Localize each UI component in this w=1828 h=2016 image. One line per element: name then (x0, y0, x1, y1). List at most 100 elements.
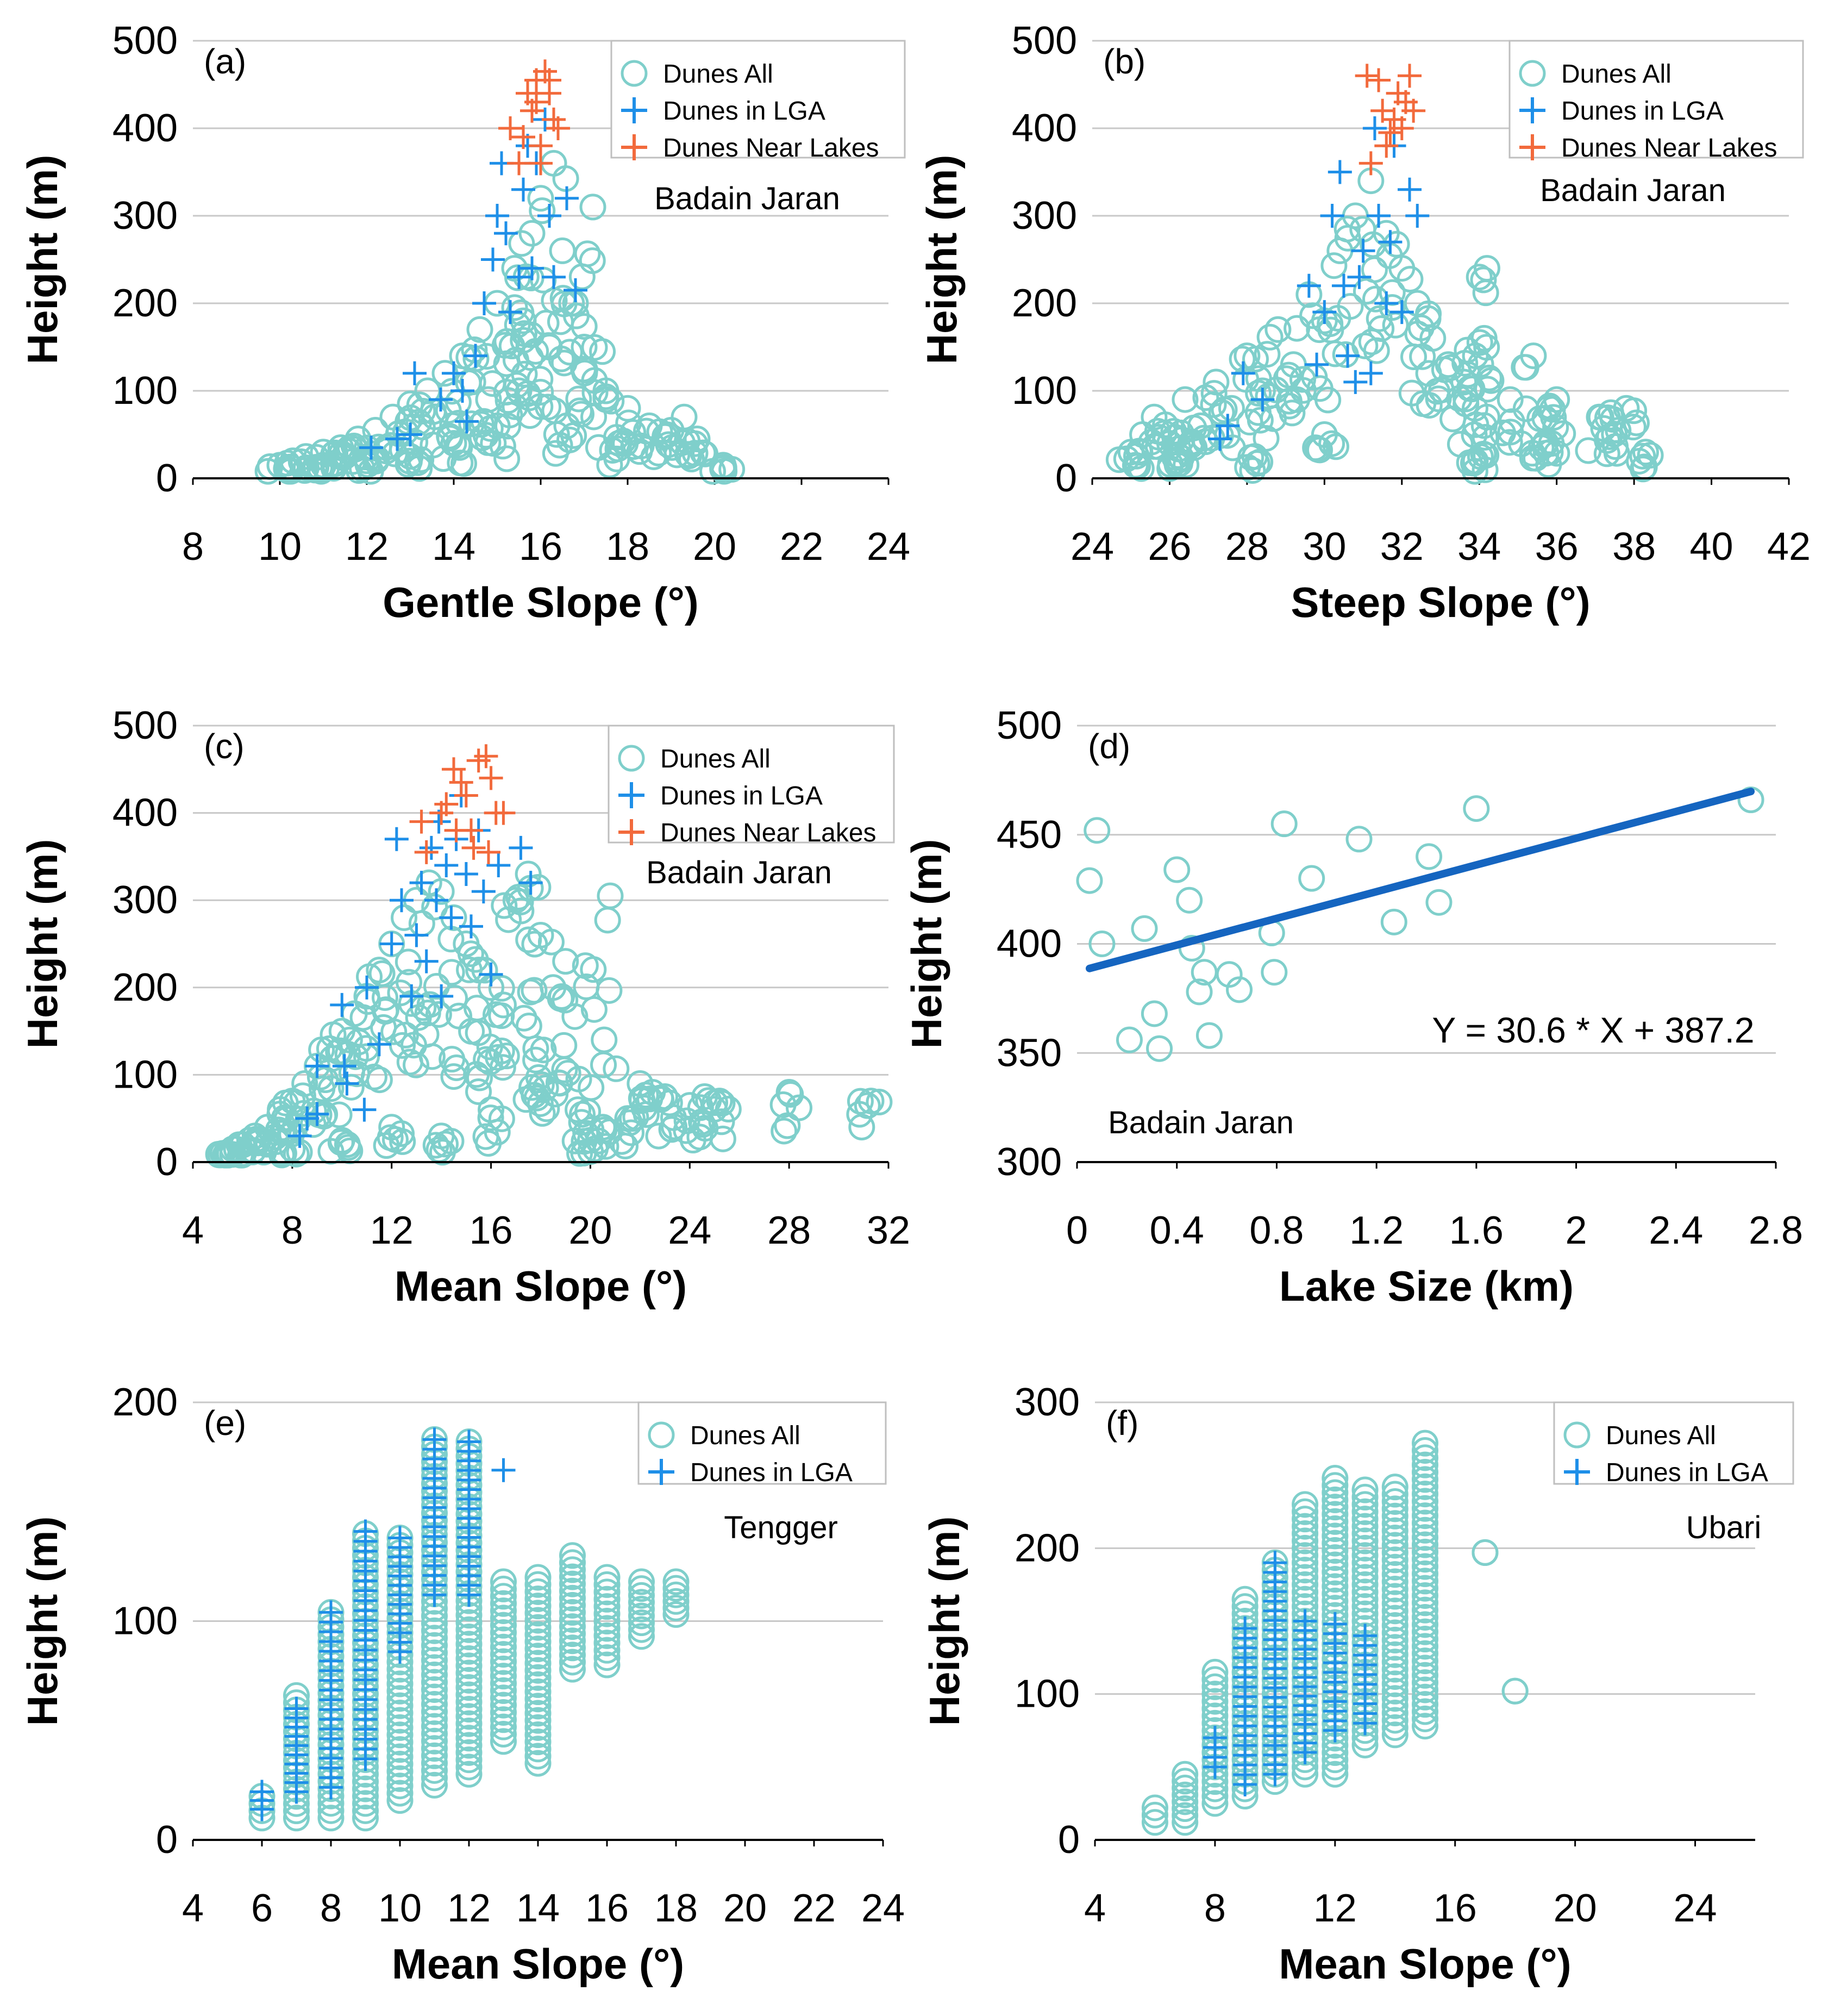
data-point-plus (472, 291, 496, 315)
data-point-circle (1201, 1790, 1229, 1817)
data-point-circle (565, 385, 592, 413)
x-axis-title: Mean Slope (°) (1279, 1940, 1571, 1988)
data-point-circle (1412, 1473, 1438, 1500)
data-point-circle (337, 1073, 365, 1101)
data-point-circle (1470, 266, 1497, 294)
data-point-circle (353, 1043, 380, 1070)
data-point-circle (1351, 1542, 1379, 1569)
data-point-circle (1351, 1593, 1379, 1620)
data-point-circle (1172, 1781, 1199, 1808)
data-point-circle (574, 240, 601, 267)
data-point-plus (459, 914, 483, 939)
data-point-circle (1456, 449, 1483, 476)
x-tick-label: 20 (723, 1887, 767, 1930)
data-point-circle (501, 294, 528, 321)
data-point-plus (355, 975, 379, 1000)
data-point-circle (622, 1103, 649, 1131)
data-point-plus (618, 782, 644, 808)
data-point-plus (1320, 204, 1344, 228)
data-point-plus (284, 1696, 309, 1721)
data-point-plus (509, 835, 533, 860)
data-point-circle (673, 1107, 700, 1134)
data-point-plus (388, 1526, 412, 1550)
data-point-circle (593, 1622, 621, 1649)
data-point-plus (485, 204, 509, 228)
data-point-plus (1367, 68, 1391, 92)
data-point-plus (434, 853, 459, 877)
legend: Dunes All Dunes in LGA (1553, 1401, 1794, 1487)
data-point-circle (559, 1563, 586, 1590)
data-point-circle (661, 1113, 688, 1140)
data-point-plus (1331, 273, 1356, 298)
data-point-circle (490, 991, 517, 1019)
data-point-circle (527, 185, 554, 212)
data-point-circle (1381, 1495, 1408, 1522)
data-point-plus (1355, 64, 1379, 88)
data-point-plus (457, 1430, 481, 1454)
data-point-circle (1264, 316, 1292, 343)
data-point-circle (409, 397, 436, 425)
data-point-circle (565, 1096, 592, 1124)
data-point-circle (490, 1713, 517, 1740)
data-point-circle (1381, 1714, 1408, 1741)
data-point-circle (1381, 1670, 1408, 1697)
data-point-circle (455, 1696, 483, 1723)
data-point-circle (524, 1686, 552, 1713)
region-label: Badain Jaran (654, 181, 840, 216)
y-tick-label: 200 (112, 282, 178, 325)
data-point-circle (1351, 1557, 1379, 1584)
data-point-circle (1322, 1465, 1349, 1492)
data-point-circle (450, 450, 478, 477)
data-point-circle (603, 445, 630, 472)
y-axis-title: Height (m) (921, 1516, 968, 1726)
data-point-circle (593, 1564, 621, 1591)
data-point-circle (455, 1753, 483, 1781)
data-point-circle (421, 1654, 448, 1681)
data-point-circle (579, 247, 606, 274)
data-point-plus (352, 1097, 377, 1122)
data-point-plus (529, 151, 553, 176)
data-point-plus (1389, 116, 1414, 140)
data-point-circle (1381, 1597, 1408, 1625)
data-point-circle (559, 1584, 586, 1612)
data-point-circle (1292, 1549, 1319, 1576)
data-point-circle (687, 1094, 714, 1121)
data-point-circle (1361, 256, 1388, 283)
data-point-circle (386, 1758, 414, 1785)
data-point-circle (1292, 1534, 1319, 1562)
data-point-plus (429, 984, 454, 1008)
data-point-circle (524, 1700, 552, 1727)
data-point-circle (1454, 361, 1481, 388)
data-point-plus (621, 97, 647, 123)
data-point-circle (1292, 1527, 1319, 1555)
legend-label: Dunes Near Lakes (663, 134, 879, 163)
data-point-circle (1412, 1466, 1438, 1493)
data-point-circle (490, 1605, 517, 1632)
data-point-circle (1231, 1586, 1259, 1613)
data-point-circle (1412, 1655, 1438, 1682)
data-point-circle (1470, 412, 1498, 439)
region-label: Badain Jaran (1540, 173, 1726, 208)
data-point-circle (1298, 865, 1325, 892)
legend-box (1508, 40, 1804, 159)
data-point-circle (591, 1026, 618, 1053)
data-point-circle (1201, 1695, 1229, 1722)
data-point-circle (1536, 392, 1563, 420)
data-point-circle (1380, 908, 1407, 935)
data-point-plus (434, 792, 459, 816)
x-tick-label: 18 (606, 525, 649, 569)
data-point-circle (529, 197, 556, 224)
data-point-plus (250, 1780, 274, 1804)
legend-label: Dunes in LGA (663, 97, 825, 126)
x-tick-label: 30 (1303, 525, 1346, 569)
x-tick-label: 26 (1148, 525, 1191, 569)
data-point-circle (1351, 1476, 1379, 1503)
data-point-circle (421, 1742, 448, 1769)
data-point-circle (490, 1677, 517, 1704)
data-point-circle (1261, 959, 1288, 986)
data-point-plus (494, 221, 518, 246)
data-point-circle (334, 1131, 361, 1158)
data-point-circle (559, 1620, 586, 1647)
data-point-circle (421, 1676, 448, 1703)
data-point-circle (515, 860, 542, 888)
